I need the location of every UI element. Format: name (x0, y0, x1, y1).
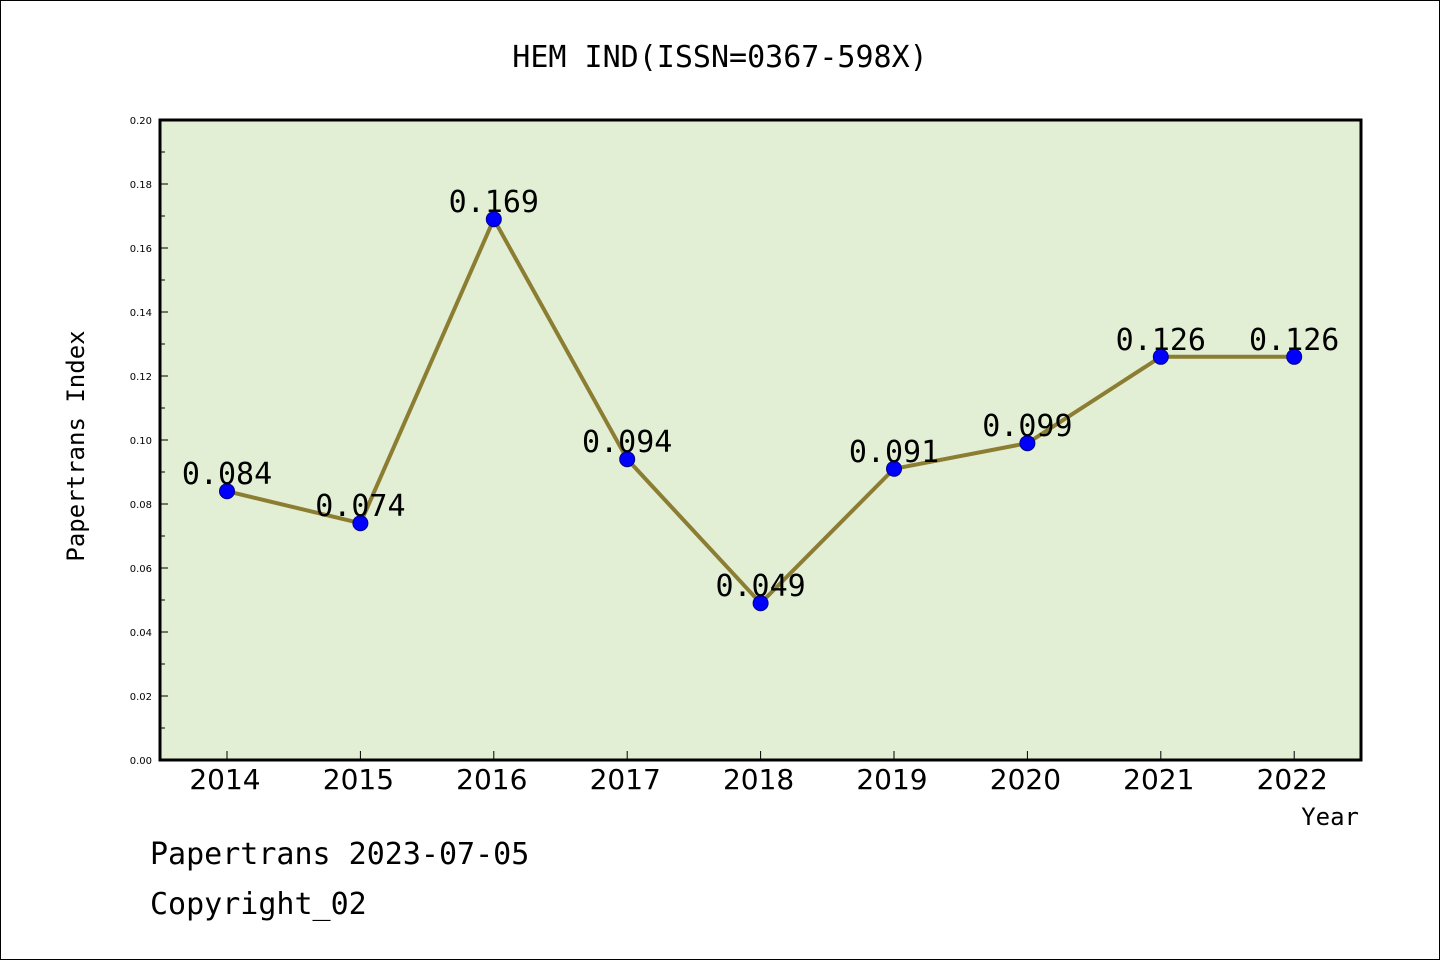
data-label: 0.126 (1249, 323, 1339, 358)
y-tick-label: 0.06 (130, 564, 152, 575)
plot-frame (158, 118, 1363, 762)
y-tick-label: 0.10 (130, 436, 152, 447)
x-tick-label: 2015 (323, 763, 394, 796)
data-point (886, 460, 902, 477)
data-point (219, 483, 235, 500)
y-tick-label: 0.00 (130, 756, 152, 767)
data-label: 0.169 (449, 185, 539, 220)
data-label: 0.074 (315, 489, 405, 524)
y-tick-label: 0.18 (130, 180, 152, 191)
x-tick-label: 2017 (590, 763, 661, 796)
x-tick-label: 2014 (189, 763, 260, 796)
data-label: 0.126 (1116, 323, 1206, 358)
chart-title: HEM IND(ISSN=0367-598X) (512, 40, 927, 75)
x-tick-label: 2021 (1123, 763, 1194, 796)
x-tick-label: 2018 (723, 763, 794, 796)
y-tick-label: 0.20 (130, 116, 152, 127)
x-tick-label: 2016 (456, 763, 527, 796)
y-tick-label: 0.16 (130, 244, 152, 255)
data-point (485, 211, 502, 228)
x-axis: 2014 2015 2016 2017 2018 2019 2020 2021 2022 (189, 751, 1328, 796)
footer-copyright: Copyright_02 (150, 887, 367, 922)
x-axis-title: Year (1301, 803, 1359, 831)
data-point (752, 595, 769, 612)
data-label: 0.094 (582, 425, 672, 460)
data-point (352, 515, 369, 532)
y-tick-label: 0.14 (130, 308, 152, 319)
y-tick-label: 0.08 (130, 500, 152, 511)
plot-area (160, 120, 1361, 760)
data-point (1286, 348, 1303, 365)
data-label: 0.084 (182, 457, 272, 492)
y-axis-title: Papertrans Index (62, 330, 90, 561)
series-layer: 0.084 0.074 0.169 0.094 0.049 0.091 0.099 0.126… (182, 185, 1339, 612)
x-tick-label: 2022 (1257, 763, 1328, 796)
footer-date: Papertrans 2023-07-05 (150, 837, 529, 872)
y-tick-label: 0.02 (130, 692, 152, 703)
x-tick-label: 2019 (856, 763, 927, 796)
data-label: 0.049 (715, 569, 805, 604)
data-point (1019, 435, 1036, 452)
data-label: 0.099 (982, 409, 1072, 444)
data-label: 0.091 (849, 435, 939, 470)
x-tick-label: 2020 (990, 763, 1061, 796)
y-axis: 0.00 0.02 0.04 0.06 0.08 0.10 0.12 0.14 0.16 0.18… (130, 116, 168, 767)
y-tick-label: 0.04 (130, 628, 152, 639)
data-point (1152, 348, 1169, 365)
y-tick-label: 0.12 (130, 372, 152, 383)
data-point (619, 451, 636, 468)
